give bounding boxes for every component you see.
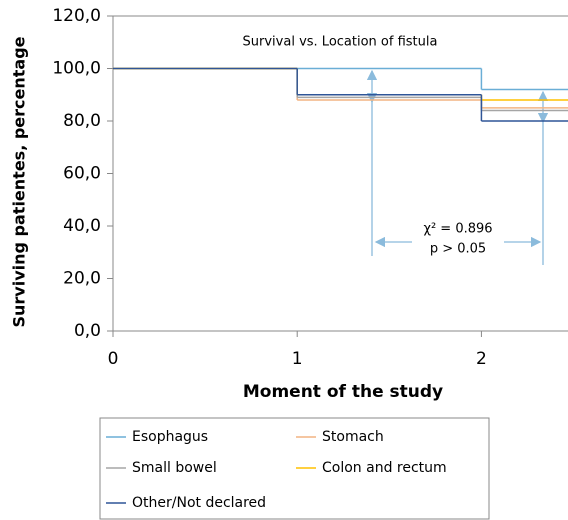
x-tick-label: 1 — [292, 349, 303, 369]
legend-label: Esophagus — [132, 429, 208, 445]
y-tick-label: 100,0 — [52, 59, 101, 79]
y-tick-label: 20,0 — [63, 269, 101, 289]
y-tick-label: 120,0 — [52, 6, 101, 26]
legend-label: Stomach — [322, 429, 384, 445]
annotation-arrows — [366, 69, 549, 265]
x-tick-label: 0 — [108, 349, 119, 369]
legend-label: Colon and rectum — [322, 460, 447, 476]
y-axis-label: Surviving patientes, percentage — [10, 36, 29, 327]
annotation: χ² = 0.896 — [423, 222, 492, 237]
legend-label: Small bowel — [132, 460, 217, 476]
y-tick-label: 60,0 — [63, 164, 101, 184]
x-tick-label: 2 — [476, 349, 487, 369]
y-tick-label: 40,0 — [63, 216, 101, 236]
y-tick-label: 80,0 — [63, 111, 101, 131]
legend — [99, 417, 490, 520]
chart-title: Survival vs. Location of fistula — [243, 35, 438, 50]
y-tick-label: 0,0 — [74, 321, 101, 341]
x-axis-label: Moment of the study — [243, 382, 443, 402]
annotation: p > 0.05 — [430, 242, 486, 257]
legend-label: Other/Not declared — [132, 495, 266, 511]
